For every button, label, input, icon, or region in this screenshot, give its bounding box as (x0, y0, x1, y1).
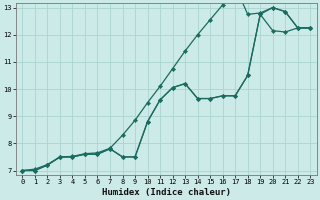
X-axis label: Humidex (Indice chaleur): Humidex (Indice chaleur) (102, 188, 231, 197)
